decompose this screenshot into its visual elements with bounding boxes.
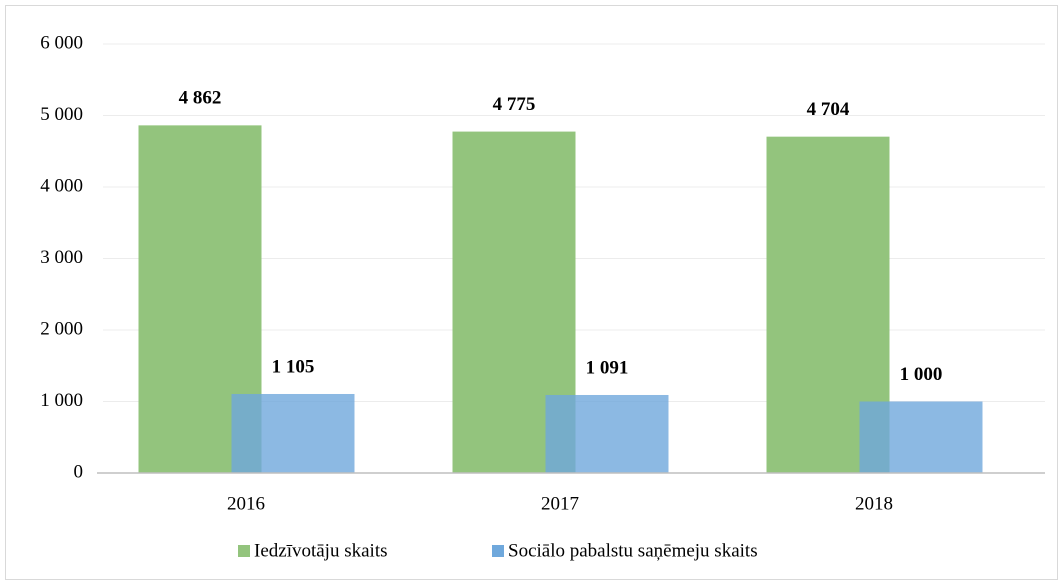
x-tick-label: 2018 xyxy=(855,493,893,514)
value-label: 1 000 xyxy=(900,364,943,385)
value-label: 4 862 xyxy=(179,88,222,109)
value-label: 4 704 xyxy=(807,99,850,120)
legend-label: Sociālo pabalstu saņēmeju skaits xyxy=(508,540,758,561)
y-tick-label: 0 xyxy=(74,461,84,482)
value-label: 4 775 xyxy=(493,94,536,115)
y-tick-label: 4 000 xyxy=(40,175,83,196)
bar xyxy=(859,401,983,473)
value-label: 1 105 xyxy=(272,356,315,377)
y-tick-label: 6 000 xyxy=(40,32,83,53)
legend-label: Iedzīvotāju skaits xyxy=(254,540,388,561)
y-tick-label: 5 000 xyxy=(40,104,83,125)
value-label: 1 091 xyxy=(586,357,629,378)
y-tick-label: 3 000 xyxy=(40,247,83,268)
legend-swatch xyxy=(238,545,250,557)
y-tick-label: 1 000 xyxy=(40,390,83,411)
x-tick-label: 2016 xyxy=(227,493,265,514)
bar xyxy=(231,393,355,473)
bar xyxy=(545,394,669,473)
y-tick-label: 2 000 xyxy=(40,318,83,339)
legend-swatch xyxy=(492,545,504,557)
x-tick-label: 2017 xyxy=(541,493,579,514)
